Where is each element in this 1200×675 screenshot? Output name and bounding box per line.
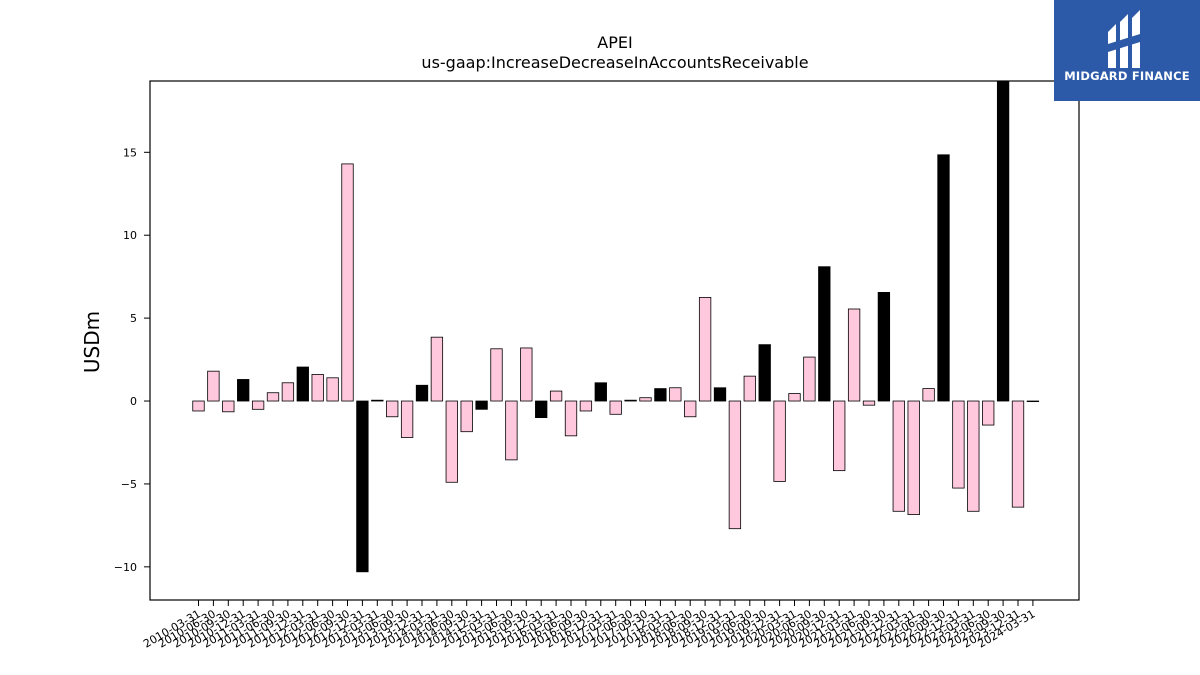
bar: [639, 397, 652, 402]
bar: [773, 400, 786, 482]
y-tick-label: −10: [114, 561, 137, 574]
y-axis-ticks: −10 −5 0 5 10 15: [114, 146, 150, 574]
midgard-logo-icon: [1108, 10, 1140, 68]
bar: [684, 400, 697, 418]
bar: [847, 308, 861, 402]
bar: [207, 370, 220, 402]
bar: [669, 387, 682, 402]
chart-subtitle: us-gaap:IncreaseDecreaseInAccountsReceiv…: [421, 53, 808, 72]
y-axis-label: USDm: [80, 311, 104, 373]
bar: [222, 400, 235, 413]
bar: [549, 390, 563, 402]
bar: [594, 382, 607, 402]
y-tick-label: 10: [123, 229, 137, 242]
bar: [698, 296, 712, 402]
bar: [341, 163, 354, 402]
bar-series: [192, 80, 1040, 573]
bar: [877, 292, 891, 402]
bar: [251, 400, 265, 410]
bar: [296, 366, 309, 402]
bar: [624, 399, 637, 402]
bar: [400, 400, 414, 438]
y-tick-label: 5: [130, 312, 137, 325]
bar: [520, 347, 533, 402]
bar: [818, 266, 831, 402]
bar: [862, 400, 876, 406]
bar: [833, 400, 846, 472]
y-tick-label: 0: [130, 395, 137, 408]
bar: [505, 400, 518, 461]
bar: [952, 400, 965, 489]
bar: [937, 154, 950, 402]
bar: [758, 344, 771, 402]
bar: [1011, 400, 1025, 508]
bar: [922, 388, 935, 402]
bar: [356, 400, 369, 573]
brand-name: MIDGARD FINANCE: [1064, 69, 1190, 83]
bar: [579, 400, 593, 412]
chart-title: APEI: [597, 33, 632, 52]
bar: [445, 400, 458, 483]
plot-frame: [149, 80, 1080, 601]
y-tick-label: 15: [123, 146, 137, 159]
bar: [967, 400, 980, 512]
y-tick-label: −5: [121, 478, 137, 491]
bar: [728, 400, 742, 530]
bar: [281, 382, 295, 402]
bar: [907, 400, 920, 515]
bar: [475, 400, 488, 410]
bar: [743, 375, 756, 402]
bar: [460, 400, 473, 433]
bar: [564, 400, 578, 437]
bar: [535, 400, 548, 418]
bar: [996, 80, 1010, 402]
bar: [1026, 400, 1040, 403]
bar: [892, 400, 905, 512]
bar: [266, 392, 280, 402]
bar: [192, 400, 205, 412]
bar: [609, 400, 622, 415]
bar: [237, 379, 250, 402]
bar: [430, 336, 444, 402]
bar: [982, 400, 995, 426]
brand-logo: MIDGARD FINANCE: [1054, 0, 1200, 101]
bar: [713, 387, 727, 402]
bar: [371, 399, 384, 402]
bar: [654, 388, 667, 402]
bar: [415, 384, 429, 402]
bar: [490, 348, 503, 402]
bar: [803, 356, 816, 402]
bar: [788, 393, 801, 402]
bar: [386, 400, 399, 418]
bar: [326, 377, 339, 402]
bar: [311, 374, 324, 402]
x-axis-ticks: 2010-03-312010-06-302010-09-302010-12-31…: [141, 600, 1037, 651]
